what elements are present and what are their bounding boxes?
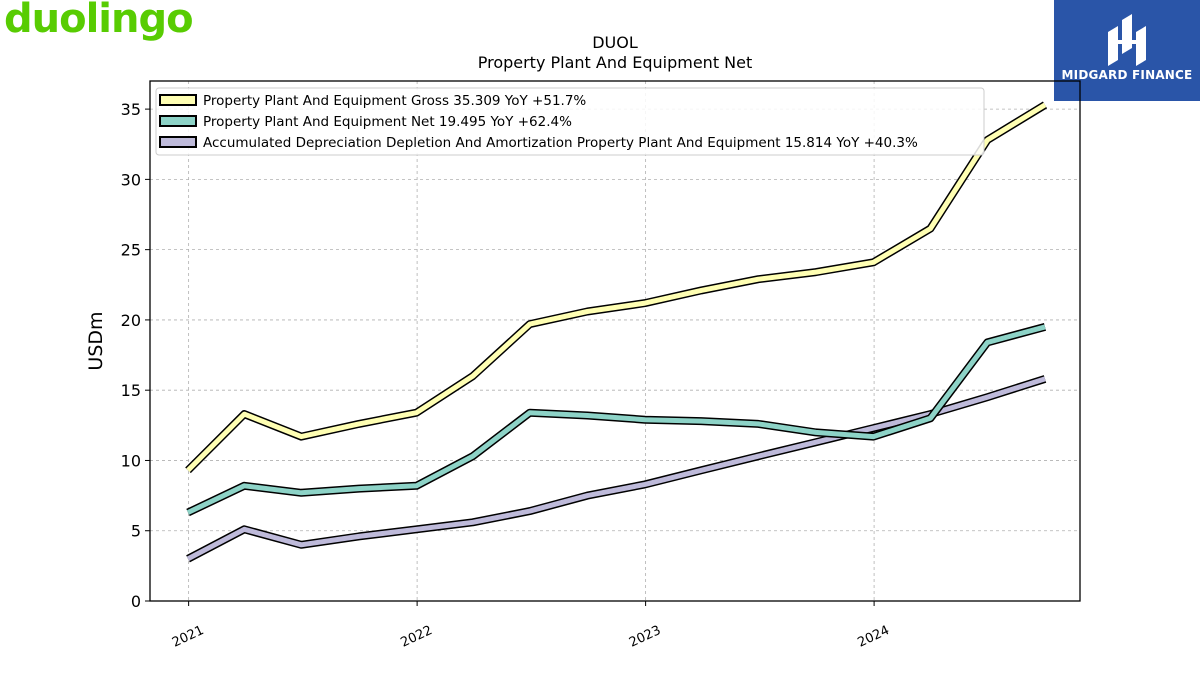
legend: Property Plant And Equipment Gross 35.30… <box>155 87 985 156</box>
x-tick-label: 2022 <box>398 623 434 651</box>
chart-title: DUOL <box>592 33 638 52</box>
series-2-outline <box>186 375 1047 563</box>
series-2-line <box>186 376 1046 562</box>
y-tick-label: 0 <box>131 592 141 611</box>
y-axis-label: USDm <box>85 311 107 370</box>
legend-swatch <box>159 115 197 127</box>
legend-swatch <box>159 136 197 148</box>
x-tick-label: 2023 <box>627 623 663 651</box>
legend-label: Property Plant And Equipment Net 19.495 … <box>203 114 572 130</box>
midgard-finance-logo: MIDGARD FINANCE <box>1054 0 1200 101</box>
x-tick-label: 2024 <box>855 623 891 651</box>
y-axis-ticks: 0 5 10 15 20 25 30 35 <box>121 100 150 611</box>
y-tick-label: 20 <box>121 311 141 330</box>
series-0-line <box>186 102 1047 473</box>
y-tick-label: 5 <box>131 522 141 541</box>
y-tick-label: 25 <box>121 241 141 260</box>
midgard-finance-text: MIDGARD FINANCE <box>1061 68 1193 82</box>
series-lines <box>185 101 1048 563</box>
legend-label: Accumulated Depreciation Depletion And A… <box>203 135 918 151</box>
y-tick-label: 30 <box>121 170 141 189</box>
plot-frame <box>149 80 1081 602</box>
y-tick-label: 35 <box>121 100 141 119</box>
midgard-finance-mark-icon <box>1108 14 1146 66</box>
chart-subtitle: Property Plant And Equipment Net <box>478 53 753 72</box>
y-tick-label: 15 <box>121 381 141 400</box>
legend-label: Property Plant And Equipment Gross 35.30… <box>203 93 586 109</box>
grid <box>150 81 1080 602</box>
y-tick-label: 10 <box>121 451 141 470</box>
series-1-line <box>186 324 1046 515</box>
legend-swatch <box>159 94 197 106</box>
duolingo-logo: duolingo <box>4 0 194 42</box>
x-axis-ticks: 2021 2022 2023 2024 <box>170 601 892 651</box>
legend-box <box>155 87 985 156</box>
x-tick-label: 2021 <box>170 623 206 651</box>
